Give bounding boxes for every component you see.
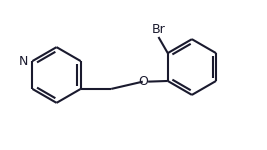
- Text: N: N: [19, 55, 28, 68]
- Text: Br: Br: [152, 23, 165, 36]
- Text: O: O: [138, 75, 148, 88]
